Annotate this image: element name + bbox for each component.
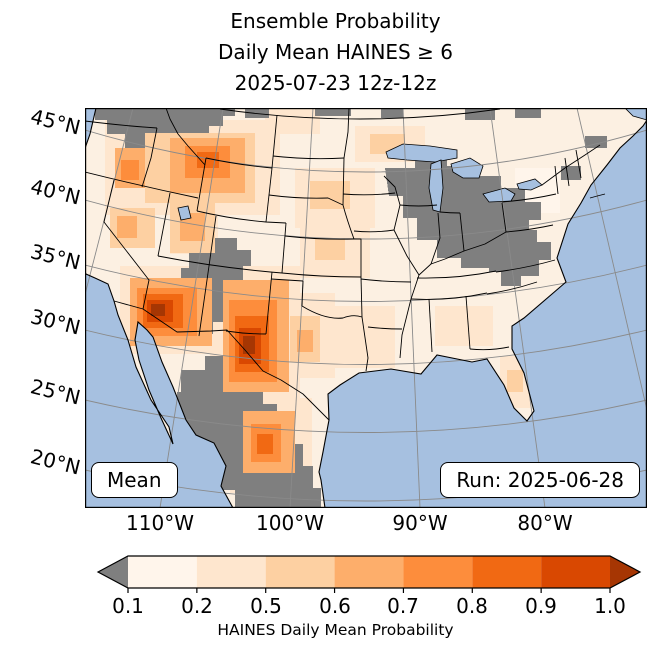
colorbar-tick-0.1: 0.1 — [112, 594, 144, 618]
colorbar-segment — [541, 556, 610, 588]
colorbar-label: HAINES Daily Mean Probability — [217, 621, 454, 639]
title-line-2: Daily Mean HAINES ≥ 6 — [218, 40, 453, 64]
lat-tick-35n: 35°N — [28, 239, 83, 275]
colorbar-segment — [403, 556, 473, 588]
colorbar-under-arrow — [98, 556, 128, 588]
state-borders — [85, 108, 606, 421]
lat-tick-20n: 20°N — [28, 444, 83, 480]
colorbar-tick-0.7: 0.7 — [387, 594, 419, 618]
colorbar-segments — [128, 556, 610, 588]
lon-tick-100w: 100°W — [256, 511, 324, 535]
lat-tick-25n: 25°N — [28, 374, 83, 410]
colorbar-over-arrow — [610, 556, 640, 588]
colorbar-segment — [334, 556, 404, 588]
lon-tick-90w: 90°W — [392, 511, 448, 535]
colorbar-tick-0.9: 0.9 — [525, 594, 557, 618]
colorbar-tick-marks — [127, 588, 611, 593]
title-line-3: 2025-07-23 12z-12z — [234, 71, 437, 95]
map-panel: Mean Run: 2025-06-28 — [85, 108, 647, 508]
lat-tick-45n: 45°N — [28, 104, 83, 140]
figure-title: Ensemble Probability Daily Mean HAINES ≥… — [0, 6, 671, 99]
colorbar-tick-0.6: 0.6 — [319, 594, 351, 618]
lon-tick-80w: 80°W — [517, 511, 573, 535]
colorbar-segment — [472, 556, 542, 588]
title-line-1: Ensemble Probability — [230, 9, 441, 33]
probability-patches — [95, 108, 607, 508]
map-canvas — [85, 108, 647, 508]
colorbar-segment — [196, 556, 266, 588]
colorbar-segment — [128, 556, 197, 588]
lat-tick-40n: 40°N — [28, 174, 83, 210]
colorbar-tick-0.2: 0.2 — [181, 594, 213, 618]
colorbar-canvas — [96, 555, 642, 593]
great-lakes — [177, 108, 647, 221]
mean-box: Mean — [91, 462, 178, 498]
probability-patch-pale — [515, 168, 560, 213]
lat-tick-30n: 30°N — [28, 304, 83, 340]
colorbar — [0, 554, 671, 596]
colorbar-tick-1.0: 1.0 — [594, 594, 626, 618]
lon-tick-110w: 110°W — [126, 511, 194, 535]
map-frame — [85, 108, 647, 508]
colorbar-tick-0.8: 0.8 — [456, 594, 488, 618]
graticule — [85, 108, 647, 508]
colorbar-segment — [265, 556, 335, 588]
colorbar-tick-0.5: 0.5 — [250, 594, 282, 618]
run-date-box: Run: 2025-06-28 — [440, 462, 640, 498]
